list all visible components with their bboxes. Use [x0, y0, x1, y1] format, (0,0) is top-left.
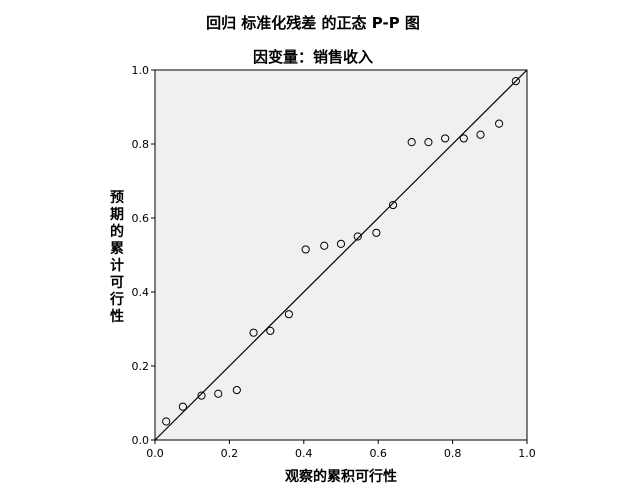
y-tick-label: 0.2 — [132, 360, 150, 373]
data-point — [162, 417, 171, 426]
data-point — [214, 389, 223, 398]
data-point — [336, 239, 346, 248]
chart-title: 回归 标准化残差 的正态 P-P 图 — [206, 14, 420, 32]
x-tick-label: 0.6 — [369, 447, 387, 460]
data-point — [232, 385, 241, 395]
data-point — [424, 138, 433, 147]
data-point — [178, 402, 187, 411]
data-point — [372, 228, 381, 237]
data-point — [249, 328, 258, 337]
data-point — [353, 232, 362, 241]
data-point — [476, 130, 485, 139]
y-tick-label: 1.0 — [132, 64, 150, 77]
data-point — [441, 134, 450, 143]
x-tick-label: 1.0 — [518, 447, 536, 460]
data-point — [459, 134, 468, 143]
data-point — [301, 245, 310, 254]
y-axis-label: 预期的累计可行性 — [110, 190, 124, 325]
x-tick-label: 0.8 — [444, 447, 462, 460]
y-tick-label: 0.6 — [132, 212, 150, 225]
reference-line — [154, 69, 528, 441]
data-point — [320, 241, 329, 250]
data-point — [197, 391, 206, 400]
x-tick-label: 0.2 — [221, 447, 239, 460]
data-point — [495, 119, 504, 128]
data-point — [284, 310, 294, 319]
x-tick-label: 0.0 — [146, 447, 164, 460]
data-point — [511, 77, 520, 86]
data-point — [388, 200, 398, 210]
data-point — [407, 138, 416, 147]
data-point — [266, 326, 275, 335]
chart-subtitle: 因变量：销售收入 — [252, 48, 373, 66]
x-tick-label: 0.4 — [295, 447, 313, 460]
y-tick-label: 0.0 — [132, 434, 150, 447]
y-tick-label: 0.8 — [132, 138, 150, 151]
y-tick-label: 0.4 — [132, 286, 150, 299]
x-axis-label: 观察的累积可行性 — [285, 469, 397, 485]
